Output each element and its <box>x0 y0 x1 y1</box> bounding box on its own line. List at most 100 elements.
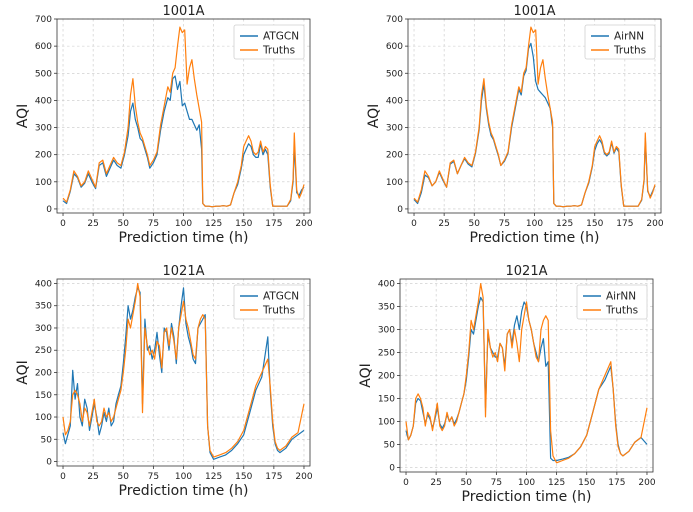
series-line-truths <box>405 283 648 464</box>
y-tick-label: 200 <box>35 151 52 161</box>
legend-label-atgcn: ATGCN <box>263 31 299 43</box>
legend-label-truths: Truths <box>613 45 646 57</box>
x-tick-label: 150 <box>586 219 603 229</box>
y-tick-label: 0 <box>46 458 52 468</box>
x-tick-label: 25 <box>438 219 449 229</box>
x-tick-label: 125 <box>548 478 565 488</box>
x-axis-label: Prediction time (h) <box>470 230 600 246</box>
legend-label-atgcn: ATGCN <box>263 291 299 303</box>
legend-label-truths: Truths <box>605 305 638 317</box>
y-tick-label: 0 <box>389 463 395 473</box>
y-tick-label: 400 <box>35 96 52 106</box>
x-tick-label: 50 <box>118 219 130 229</box>
x-tick-label: 50 <box>461 478 473 488</box>
legend: AirNN Truths <box>584 24 656 60</box>
x-tick-label: 0 <box>60 219 66 229</box>
chart-panel-2: 0 25 50 75 100 125 150 175 200 0 100 200 300 400 500 60… <box>366 4 664 246</box>
y-tick-label: 150 <box>378 394 395 404</box>
series-line-truths <box>62 26 305 208</box>
legend: ATGCN Truths <box>233 284 305 320</box>
x-tick-label: 200 <box>295 219 312 229</box>
y-tick-label: 100 <box>35 178 52 188</box>
y-tick-label: 300 <box>35 324 52 334</box>
x-axis-label: Prediction time (h) <box>119 483 249 499</box>
y-tick-label: 400 <box>378 280 395 290</box>
x-tick-label: 150 <box>578 478 595 488</box>
x-tick-label: 150 <box>235 219 252 229</box>
x-tick-label: 0 <box>403 478 409 488</box>
y-tick-label: 300 <box>386 124 403 134</box>
x-tick-label: 175 <box>616 219 633 229</box>
x-tick-label: 0 <box>411 219 417 229</box>
chart-title: 1001A <box>163 4 205 19</box>
y-tick-label: 100 <box>386 178 403 188</box>
y-tick-label: 500 <box>35 69 52 79</box>
chart-panel-1: 0 25 50 75 100 125 150 175 200 0 100 200 300 400 500 60… <box>15 4 313 246</box>
legend-label-truths: Truths <box>262 305 295 317</box>
x-tick-label: 175 <box>265 219 282 229</box>
legend-label-truths: Truths <box>262 45 295 57</box>
y-tick-label: 600 <box>386 42 403 52</box>
x-tick-label: 125 <box>205 219 222 229</box>
y-tick-label: 100 <box>378 417 395 427</box>
x-tick-label: 100 <box>175 472 192 482</box>
y-tick-label: 100 <box>35 413 52 423</box>
x-tick-label: 50 <box>469 219 481 229</box>
x-axis-label: Prediction time (h) <box>119 230 249 246</box>
y-tick-label: 250 <box>35 346 52 356</box>
x-tick-label: 25 <box>430 478 441 488</box>
y-tick-label: 50 <box>41 435 53 445</box>
x-tick-label: 100 <box>518 478 535 488</box>
y-tick-label: 200 <box>35 369 52 379</box>
y-tick-label: 350 <box>35 302 52 312</box>
chart-panel-3: 0 25 50 75 100 125 150 175 200 0 50 100 150 200 250 300… <box>15 264 313 499</box>
series-line-truths <box>413 26 656 208</box>
y-axis-label: AQI <box>15 360 31 384</box>
x-tick-label: 200 <box>638 478 655 488</box>
x-tick-label: 125 <box>556 219 573 229</box>
x-tick-label: 75 <box>148 472 159 482</box>
x-tick-label: 50 <box>118 472 130 482</box>
x-tick-label: 25 <box>87 472 98 482</box>
series-line-truths <box>62 282 305 458</box>
x-tick-label: 150 <box>235 472 252 482</box>
legend-label-airnn: AirNN <box>614 31 644 43</box>
x-tick-label: 100 <box>526 219 543 229</box>
legend-label-airnn: AirNN <box>606 291 636 303</box>
y-tick-label: 300 <box>35 124 52 134</box>
y-axis-label: AQI <box>358 363 374 387</box>
chart-title: 1021A <box>163 264 205 279</box>
y-tick-label: 700 <box>35 15 52 25</box>
legend: ATGCN Truths <box>233 24 305 60</box>
x-tick-label: 75 <box>499 219 510 229</box>
y-tick-label: 400 <box>386 96 403 106</box>
plot-frame <box>56 18 311 214</box>
x-tick-label: 175 <box>608 478 625 488</box>
chart-title: 1021A <box>506 264 548 279</box>
y-tick-label: 300 <box>378 326 395 336</box>
x-axis-label: Prediction time (h) <box>462 489 592 505</box>
y-tick-label: 500 <box>386 69 403 79</box>
y-axis-label: AQI <box>15 104 31 128</box>
plot-frame <box>56 278 311 467</box>
y-tick-label: 700 <box>386 15 403 25</box>
x-tick-label: 125 <box>205 472 222 482</box>
x-tick-label: 0 <box>60 472 66 482</box>
legend: AirNN Truths <box>576 284 648 320</box>
x-tick-label: 75 <box>148 219 159 229</box>
y-tick-label: 0 <box>46 205 52 215</box>
y-tick-label: 250 <box>378 349 395 359</box>
chart-title: 1001A <box>514 4 556 19</box>
plot-frame <box>407 18 662 214</box>
y-axis-label: AQI <box>366 104 382 128</box>
y-tick-label: 50 <box>384 440 396 450</box>
chart-panel-4: 0 25 50 75 100 125 150 175 200 0 50 100 150 200 250 300… <box>358 264 656 505</box>
x-tick-label: 175 <box>265 472 282 482</box>
plot-frame <box>399 278 654 473</box>
y-tick-label: 600 <box>35 42 52 52</box>
y-tick-label: 350 <box>378 303 395 313</box>
x-tick-label: 75 <box>491 478 502 488</box>
y-tick-label: 0 <box>397 205 403 215</box>
y-tick-label: 150 <box>35 391 52 401</box>
